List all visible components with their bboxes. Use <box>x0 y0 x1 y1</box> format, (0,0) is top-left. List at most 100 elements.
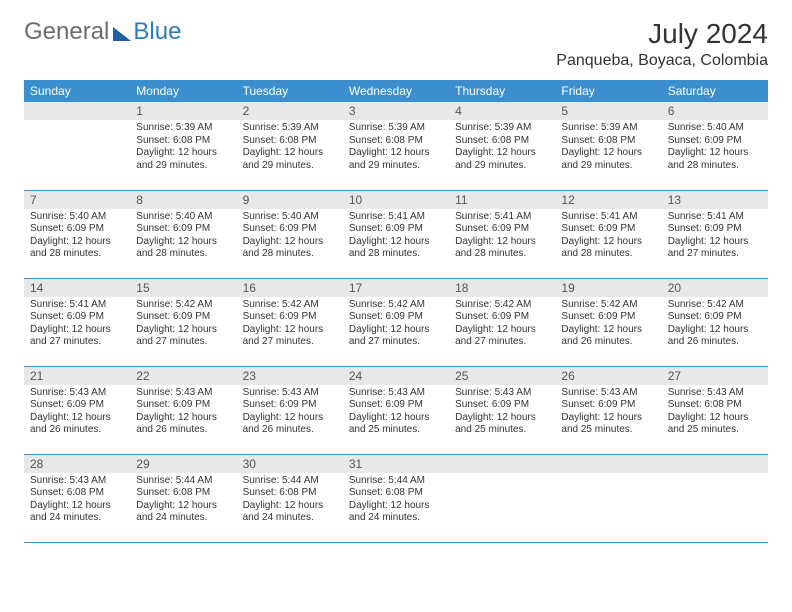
calendar-cell: 20Sunrise: 5:42 AMSunset: 6:09 PMDayligh… <box>662 278 768 366</box>
day-details: Sunrise: 5:39 AMSunset: 6:08 PMDaylight:… <box>130 120 236 176</box>
calendar-week-row: 1Sunrise: 5:39 AMSunset: 6:08 PMDaylight… <box>24 102 768 190</box>
location: Panqueba, Boyaca, Colombia <box>556 52 768 70</box>
calendar-cell: 11Sunrise: 5:41 AMSunset: 6:09 PMDayligh… <box>449 190 555 278</box>
calendar-cell: 29Sunrise: 5:44 AMSunset: 6:08 PMDayligh… <box>130 454 236 542</box>
day-header: Wednesday <box>343 80 449 102</box>
day-number: 6 <box>662 102 768 120</box>
calendar-cell: 1Sunrise: 5:39 AMSunset: 6:08 PMDaylight… <box>130 102 236 190</box>
calendar-cell: 17Sunrise: 5:42 AMSunset: 6:09 PMDayligh… <box>343 278 449 366</box>
calendar-cell: 6Sunrise: 5:40 AMSunset: 6:09 PMDaylight… <box>662 102 768 190</box>
day-details: Sunrise: 5:42 AMSunset: 6:09 PMDaylight:… <box>662 297 768 353</box>
day-header: Sunday <box>24 80 130 102</box>
day-number: 16 <box>237 279 343 297</box>
calendar-cell <box>449 454 555 542</box>
day-number: 27 <box>662 367 768 385</box>
calendar-cell: 9Sunrise: 5:40 AMSunset: 6:09 PMDaylight… <box>237 190 343 278</box>
day-header: Monday <box>130 80 236 102</box>
day-number: 29 <box>130 455 236 473</box>
day-details: Sunrise: 5:43 AMSunset: 6:09 PMDaylight:… <box>343 385 449 441</box>
day-details: Sunrise: 5:43 AMSunset: 6:09 PMDaylight:… <box>555 385 661 441</box>
calendar-cell: 19Sunrise: 5:42 AMSunset: 6:09 PMDayligh… <box>555 278 661 366</box>
logo-text-blue: Blue <box>133 18 181 46</box>
calendar-cell: 18Sunrise: 5:42 AMSunset: 6:09 PMDayligh… <box>449 278 555 366</box>
day-number: 1 <box>130 102 236 120</box>
day-number: 25 <box>449 367 555 385</box>
day-details: Sunrise: 5:43 AMSunset: 6:09 PMDaylight:… <box>24 385 130 441</box>
day-number: 8 <box>130 191 236 209</box>
day-number: 20 <box>662 279 768 297</box>
day-details: Sunrise: 5:42 AMSunset: 6:09 PMDaylight:… <box>449 297 555 353</box>
day-number: 14 <box>24 279 130 297</box>
day-number: 17 <box>343 279 449 297</box>
day-details: Sunrise: 5:41 AMSunset: 6:09 PMDaylight:… <box>662 209 768 265</box>
calendar-cell: 28Sunrise: 5:43 AMSunset: 6:08 PMDayligh… <box>24 454 130 542</box>
calendar-cell: 14Sunrise: 5:41 AMSunset: 6:09 PMDayligh… <box>24 278 130 366</box>
empty-day-header <box>662 455 768 473</box>
calendar-cell: 5Sunrise: 5:39 AMSunset: 6:08 PMDaylight… <box>555 102 661 190</box>
day-number: 11 <box>449 191 555 209</box>
day-details: Sunrise: 5:43 AMSunset: 6:09 PMDaylight:… <box>130 385 236 441</box>
calendar-cell: 7Sunrise: 5:40 AMSunset: 6:09 PMDaylight… <box>24 190 130 278</box>
calendar-cell: 8Sunrise: 5:40 AMSunset: 6:09 PMDaylight… <box>130 190 236 278</box>
day-number: 19 <box>555 279 661 297</box>
day-details: Sunrise: 5:39 AMSunset: 6:08 PMDaylight:… <box>555 120 661 176</box>
calendar-week-row: 7Sunrise: 5:40 AMSunset: 6:09 PMDaylight… <box>24 190 768 278</box>
day-details: Sunrise: 5:43 AMSunset: 6:08 PMDaylight:… <box>24 473 130 529</box>
calendar-cell: 10Sunrise: 5:41 AMSunset: 6:09 PMDayligh… <box>343 190 449 278</box>
day-header: Friday <box>555 80 661 102</box>
day-details: Sunrise: 5:40 AMSunset: 6:09 PMDaylight:… <box>662 120 768 176</box>
month-title: July 2024 <box>556 18 768 50</box>
day-details: Sunrise: 5:42 AMSunset: 6:09 PMDaylight:… <box>555 297 661 353</box>
day-number: 23 <box>237 367 343 385</box>
logo: General Blue <box>24 18 181 46</box>
day-details: Sunrise: 5:44 AMSunset: 6:08 PMDaylight:… <box>343 473 449 529</box>
title-block: July 2024 Panqueba, Boyaca, Colombia <box>556 18 768 70</box>
day-details: Sunrise: 5:40 AMSunset: 6:09 PMDaylight:… <box>130 209 236 265</box>
day-number: 24 <box>343 367 449 385</box>
calendar-cell: 27Sunrise: 5:43 AMSunset: 6:08 PMDayligh… <box>662 366 768 454</box>
day-number: 26 <box>555 367 661 385</box>
logo-triangle-icon <box>113 27 131 41</box>
day-number: 9 <box>237 191 343 209</box>
calendar-cell: 22Sunrise: 5:43 AMSunset: 6:09 PMDayligh… <box>130 366 236 454</box>
day-details: Sunrise: 5:44 AMSunset: 6:08 PMDaylight:… <box>237 473 343 529</box>
day-number: 18 <box>449 279 555 297</box>
calendar-cell: 24Sunrise: 5:43 AMSunset: 6:09 PMDayligh… <box>343 366 449 454</box>
day-number: 4 <box>449 102 555 120</box>
empty-day-header <box>24 102 130 120</box>
day-number: 5 <box>555 102 661 120</box>
day-details: Sunrise: 5:42 AMSunset: 6:09 PMDaylight:… <box>130 297 236 353</box>
day-details: Sunrise: 5:39 AMSunset: 6:08 PMDaylight:… <box>449 120 555 176</box>
day-details: Sunrise: 5:42 AMSunset: 6:09 PMDaylight:… <box>237 297 343 353</box>
calendar-cell: 25Sunrise: 5:43 AMSunset: 6:09 PMDayligh… <box>449 366 555 454</box>
day-details: Sunrise: 5:41 AMSunset: 6:09 PMDaylight:… <box>449 209 555 265</box>
day-details: Sunrise: 5:43 AMSunset: 6:09 PMDaylight:… <box>237 385 343 441</box>
day-number: 31 <box>343 455 449 473</box>
calendar-week-row: 28Sunrise: 5:43 AMSunset: 6:08 PMDayligh… <box>24 454 768 542</box>
calendar-cell: 3Sunrise: 5:39 AMSunset: 6:08 PMDaylight… <box>343 102 449 190</box>
calendar-cell: 31Sunrise: 5:44 AMSunset: 6:08 PMDayligh… <box>343 454 449 542</box>
day-details: Sunrise: 5:40 AMSunset: 6:09 PMDaylight:… <box>24 209 130 265</box>
day-number: 3 <box>343 102 449 120</box>
day-number: 28 <box>24 455 130 473</box>
day-details: Sunrise: 5:43 AMSunset: 6:08 PMDaylight:… <box>662 385 768 441</box>
day-header: Thursday <box>449 80 555 102</box>
day-header: Tuesday <box>237 80 343 102</box>
day-number: 30 <box>237 455 343 473</box>
day-details: Sunrise: 5:39 AMSunset: 6:08 PMDaylight:… <box>237 120 343 176</box>
day-details: Sunrise: 5:44 AMSunset: 6:08 PMDaylight:… <box>130 473 236 529</box>
logo-text-general: General <box>24 18 109 46</box>
day-details: Sunrise: 5:41 AMSunset: 6:09 PMDaylight:… <box>555 209 661 265</box>
calendar-week-row: 21Sunrise: 5:43 AMSunset: 6:09 PMDayligh… <box>24 366 768 454</box>
calendar-cell: 30Sunrise: 5:44 AMSunset: 6:08 PMDayligh… <box>237 454 343 542</box>
calendar-body: 1Sunrise: 5:39 AMSunset: 6:08 PMDaylight… <box>24 102 768 542</box>
day-number: 2 <box>237 102 343 120</box>
calendar-cell: 16Sunrise: 5:42 AMSunset: 6:09 PMDayligh… <box>237 278 343 366</box>
day-details: Sunrise: 5:43 AMSunset: 6:09 PMDaylight:… <box>449 385 555 441</box>
calendar-header-row: SundayMondayTuesdayWednesdayThursdayFrid… <box>24 80 768 102</box>
calendar-week-row: 14Sunrise: 5:41 AMSunset: 6:09 PMDayligh… <box>24 278 768 366</box>
day-details: Sunrise: 5:41 AMSunset: 6:09 PMDaylight:… <box>24 297 130 353</box>
calendar-table: SundayMondayTuesdayWednesdayThursdayFrid… <box>24 80 768 543</box>
header: General Blue July 2024 Panqueba, Boyaca,… <box>24 18 768 70</box>
day-number: 22 <box>130 367 236 385</box>
